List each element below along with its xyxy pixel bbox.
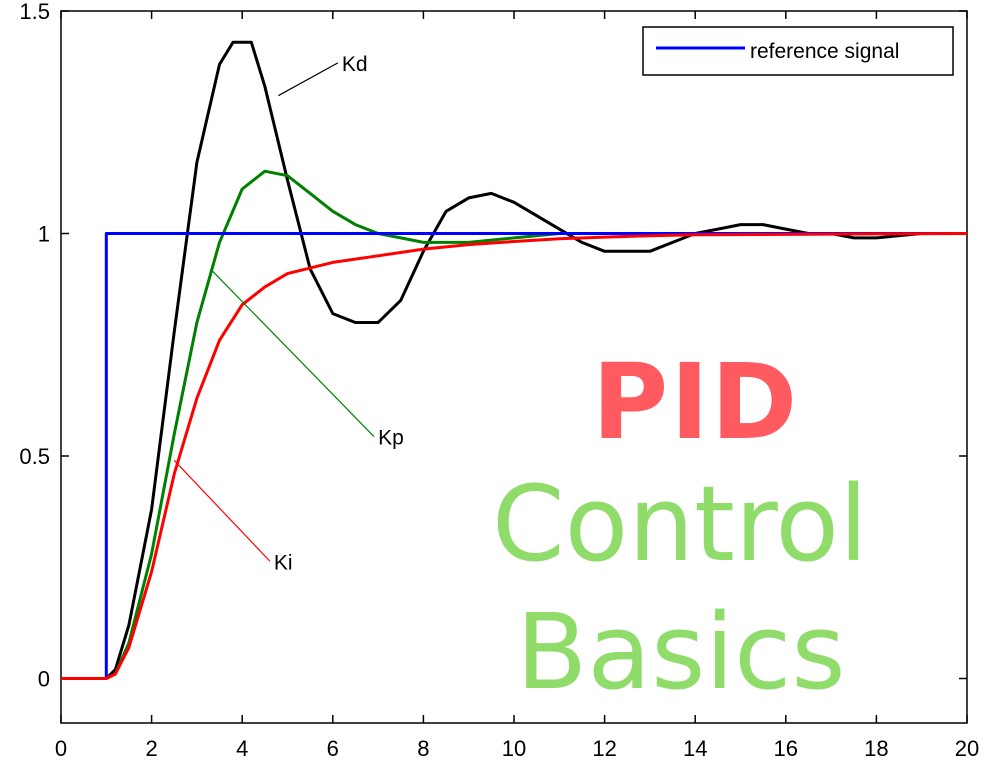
x-tick-label: 20 <box>955 736 979 761</box>
x-tick-label: 0 <box>55 736 67 761</box>
annotation-label-ki: Ki <box>274 551 293 574</box>
x-tick-label: 2 <box>145 736 157 761</box>
annotation-leader-kd <box>278 62 339 97</box>
annotation-leader-kp <box>210 268 375 438</box>
y-tick-label: 1.5 <box>19 0 50 24</box>
title-pid: PID <box>592 341 800 463</box>
y-tick-label: 0.5 <box>19 444 50 469</box>
x-tick-label: 4 <box>236 736 248 761</box>
legend-box <box>642 26 954 76</box>
series-line-kd <box>61 40 967 680</box>
title-control: Control <box>492 463 868 585</box>
x-tick-label: 16 <box>774 736 798 761</box>
plot-area <box>60 10 968 724</box>
annotations: Kd Kp Ki <box>173 53 404 574</box>
x-tick-label: 18 <box>864 736 888 761</box>
x-tick-label: 12 <box>592 736 616 761</box>
y-tick-label: 0 <box>38 667 50 692</box>
x-tick-label: 8 <box>417 736 429 761</box>
legend-label-reference-signal: reference signal <box>750 40 899 63</box>
title-basics: Basics <box>516 591 846 713</box>
annotation-leader-ki <box>173 460 271 562</box>
series-line-ki <box>61 232 968 680</box>
series-lines <box>61 40 968 680</box>
y-tick-label: 1 <box>38 222 50 247</box>
x-tick-label: 14 <box>683 736 707 761</box>
legend: reference signal <box>642 26 954 76</box>
axis-ticks: 0 2 4 6 8 10 12 14 16 18 20 0 0.5 1 1.5 <box>19 0 979 761</box>
x-tick-label: 10 <box>502 736 526 761</box>
annotation-label-kp: Kp <box>378 427 404 450</box>
x-tick-label: 6 <box>327 736 339 761</box>
annotation-label-kd: Kd <box>342 53 368 76</box>
